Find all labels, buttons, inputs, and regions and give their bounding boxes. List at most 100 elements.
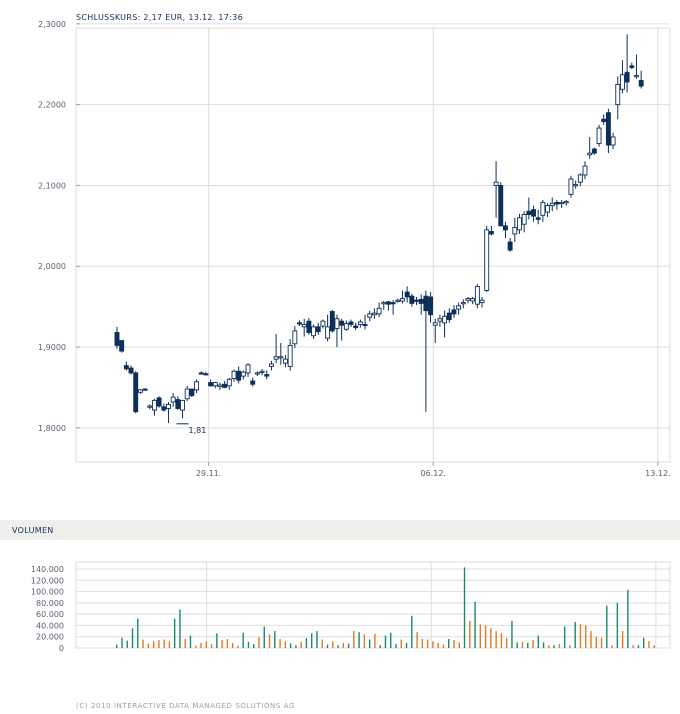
chart-title: SCHLUSSKURS: 2,17 EUR, 13.12. 17:36	[76, 13, 243, 22]
candle-body	[240, 371, 246, 377]
volume-bar	[268, 634, 271, 648]
candle	[442, 310, 448, 338]
price-grid	[75, 23, 671, 463]
candle	[320, 319, 326, 329]
volume-bar	[147, 643, 150, 648]
candle	[601, 114, 607, 125]
candle	[521, 211, 527, 233]
candle-body	[212, 382, 218, 387]
volume-bar	[495, 631, 497, 648]
candle	[474, 284, 480, 309]
volume-bar	[163, 639, 165, 648]
candle-body	[540, 201, 546, 216]
candle-body	[432, 322, 438, 326]
candle	[423, 290, 429, 412]
candle-body	[390, 302, 396, 305]
candle	[634, 54, 639, 79]
candle-body	[292, 330, 298, 345]
candle	[451, 305, 457, 318]
volume-bar	[231, 642, 234, 648]
candle	[311, 324, 317, 339]
candle	[465, 296, 471, 304]
candle-body	[376, 307, 382, 315]
volume-y-tick-label: 100.000	[31, 588, 64, 597]
candle-body	[226, 378, 232, 387]
candle	[638, 70, 644, 89]
candle-body	[507, 241, 513, 251]
volume-bar	[648, 641, 650, 648]
volume-bar	[274, 631, 276, 648]
candle-body	[166, 403, 171, 409]
candle	[287, 338, 293, 371]
volume-bar	[400, 639, 402, 648]
volume-bar	[600, 637, 603, 648]
candle-body	[395, 299, 401, 302]
volume-bar	[611, 645, 613, 648]
candle-body	[208, 382, 214, 387]
candle-body	[577, 174, 583, 183]
volume-bar	[347, 643, 350, 648]
candle-body	[348, 321, 354, 325]
volume-bar	[416, 632, 418, 648]
candle	[128, 365, 134, 375]
volume-bar	[453, 640, 455, 648]
candle-body	[484, 229, 490, 291]
candle	[479, 296, 485, 308]
candle	[133, 371, 139, 414]
candle-body	[175, 399, 181, 409]
candle	[189, 388, 195, 398]
price-y-tick-label: 2,0000	[38, 262, 66, 271]
volume-bar	[342, 642, 345, 648]
candle	[624, 34, 630, 93]
candle	[250, 377, 256, 387]
volume-bar	[537, 635, 539, 648]
candle-body	[535, 217, 541, 220]
candle-body	[442, 315, 448, 324]
price-x-tick-label: 06.12.	[421, 469, 446, 478]
candle-body	[287, 344, 293, 367]
candle-body	[545, 205, 551, 213]
volume-bar	[242, 632, 244, 648]
volume-bar	[606, 605, 608, 648]
candle	[292, 326, 298, 348]
candle	[123, 361, 129, 371]
candle	[114, 326, 120, 349]
candle	[259, 368, 265, 376]
candle	[615, 76, 621, 120]
volume-bar	[137, 618, 139, 648]
candle	[517, 213, 522, 234]
candle	[137, 389, 143, 394]
candle	[414, 296, 419, 306]
candle	[348, 319, 354, 327]
volume-bar	[189, 635, 192, 648]
volume-bar	[621, 631, 624, 648]
volume-bar	[368, 639, 371, 648]
volume-bar	[426, 639, 429, 648]
candle-body	[451, 309, 457, 315]
candle-body	[423, 295, 429, 312]
candle	[493, 161, 499, 218]
candle-body	[147, 405, 153, 408]
candle-body	[222, 383, 228, 388]
volume-bar	[379, 645, 381, 648]
candle-body	[119, 340, 125, 352]
volume-bar	[247, 641, 250, 648]
candle-body	[343, 323, 349, 330]
candle-body	[531, 209, 536, 217]
price-y-tick-label: 2,2000	[38, 101, 66, 110]
candle	[390, 300, 396, 315]
candle-body	[568, 178, 574, 195]
volume-bar	[289, 643, 292, 648]
candle	[400, 290, 405, 304]
candle-body	[526, 210, 532, 215]
candle	[545, 203, 551, 217]
volume-y-tick-label: 60.000	[36, 610, 64, 619]
volume-bar	[184, 638, 186, 648]
volume-bar	[200, 642, 202, 648]
volume-bar	[384, 635, 387, 648]
candle-body	[189, 388, 195, 396]
candle	[554, 199, 560, 210]
candle	[236, 366, 242, 384]
candle-body	[339, 320, 345, 326]
candle	[610, 132, 616, 150]
